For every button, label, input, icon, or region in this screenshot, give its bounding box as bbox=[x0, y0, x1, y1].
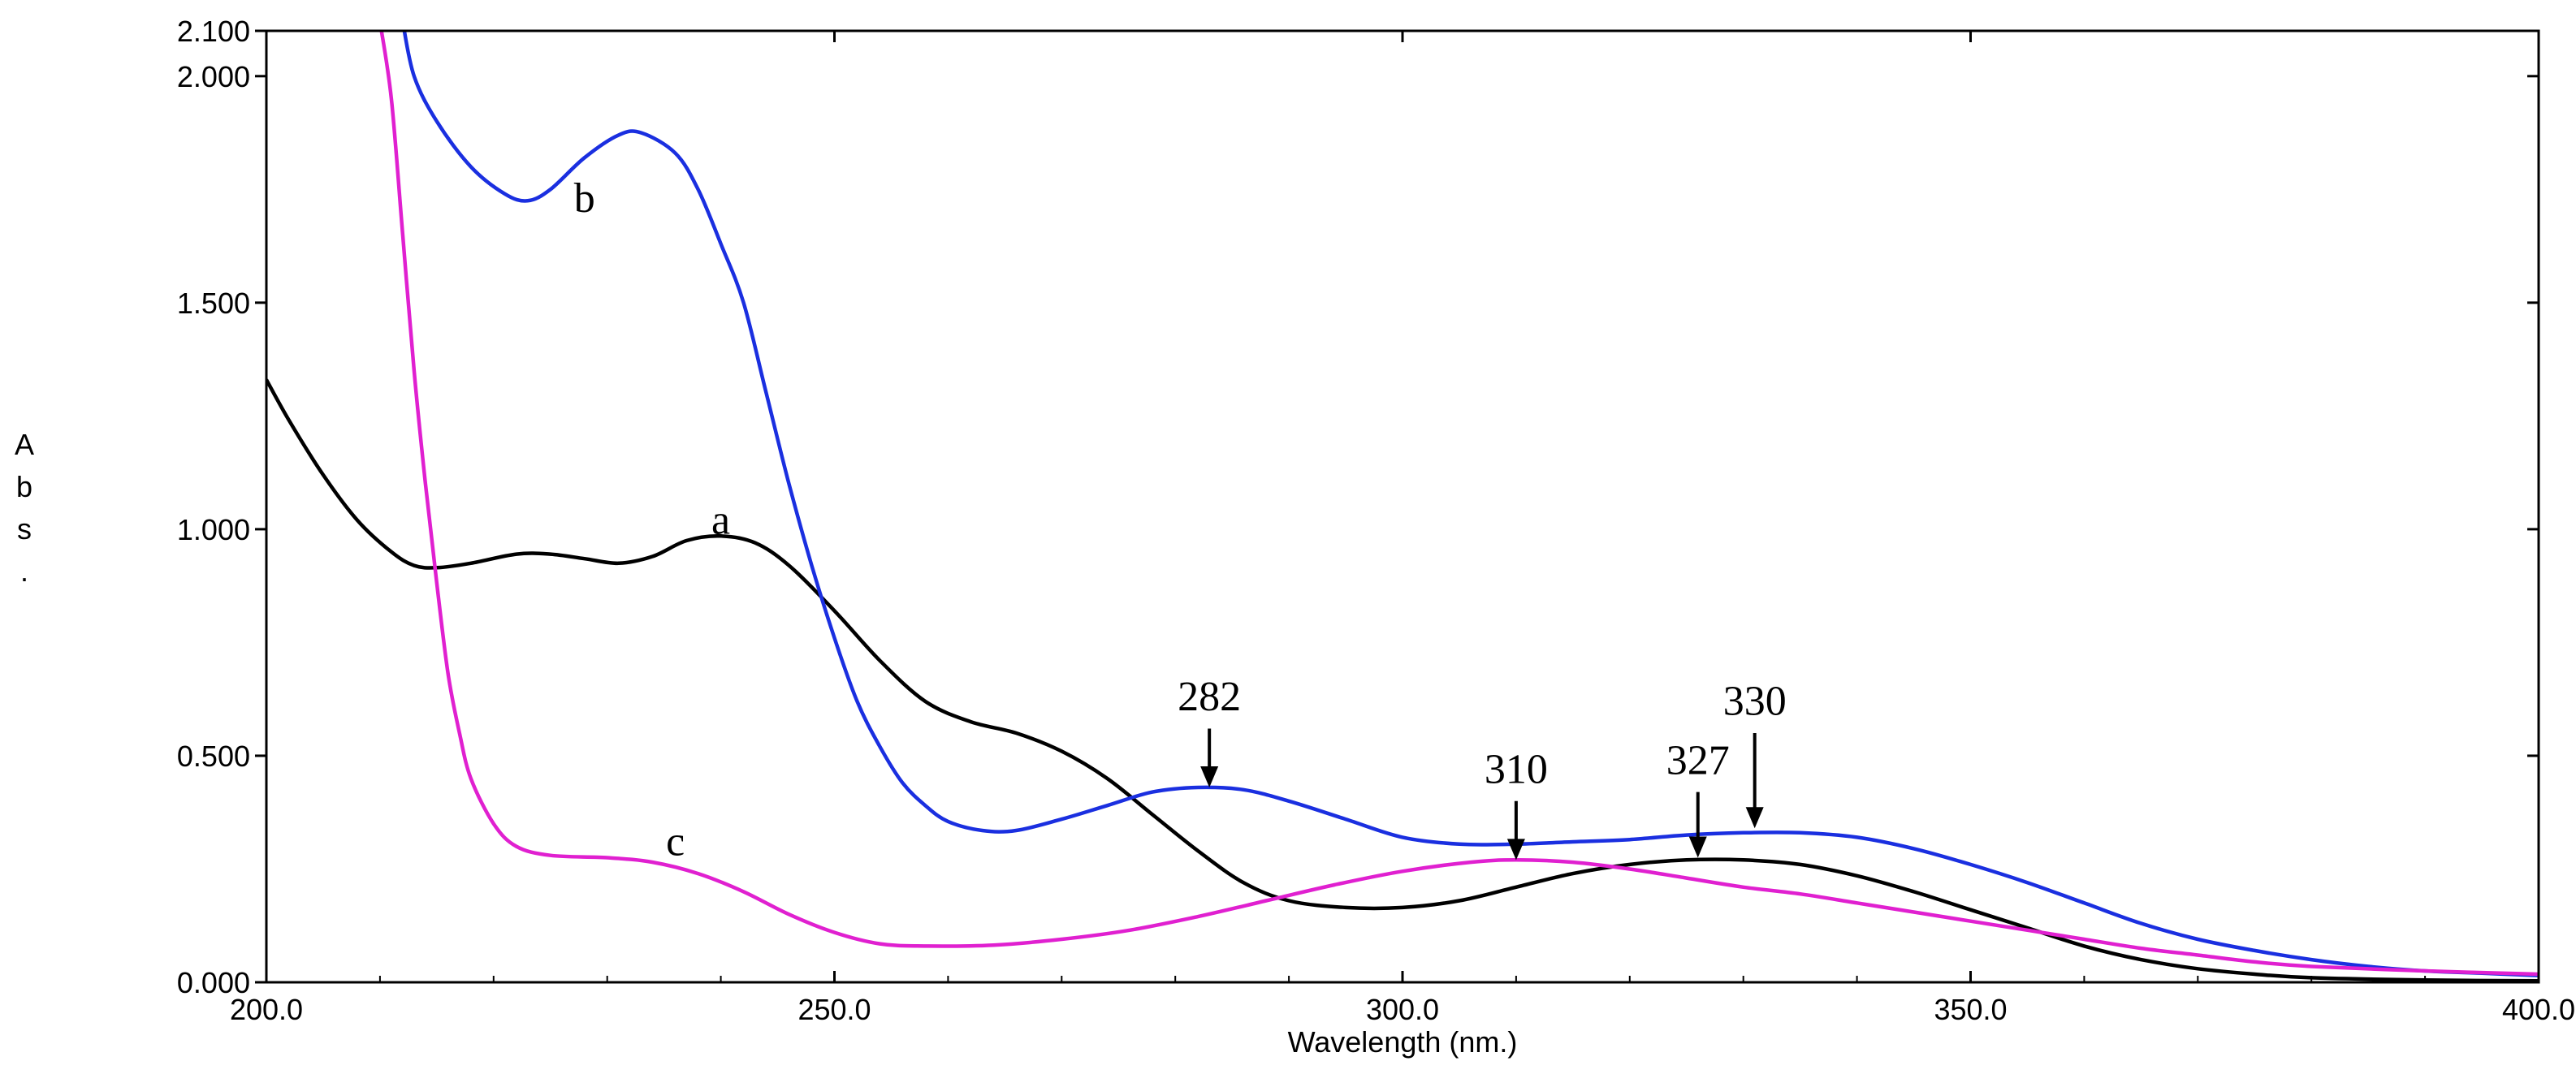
y-tick-label: 2.100 bbox=[177, 15, 250, 48]
plot-frame bbox=[265, 29, 2540, 984]
annotation-group: 282 310 327 330 bbox=[1178, 674, 1787, 861]
x-tick-label: 350.0 bbox=[1934, 993, 2007, 1026]
x-tick-label: 400.0 bbox=[2502, 993, 2575, 1026]
peak-label: 282 bbox=[1178, 674, 1241, 720]
series-group: a b c bbox=[266, 31, 2539, 982]
series-label-b: b bbox=[574, 175, 595, 222]
series-line-a bbox=[266, 378, 2539, 982]
x-tick-label: 250.0 bbox=[797, 993, 871, 1026]
y-tick-label: 1.500 bbox=[177, 287, 250, 320]
x-tick-label: 300.0 bbox=[1366, 993, 1439, 1026]
y-tick-label: 0.000 bbox=[177, 966, 250, 999]
peak-label: 330 bbox=[1723, 679, 1787, 725]
y-tick-label: 0.500 bbox=[177, 740, 250, 773]
x-tick-label: 200.0 bbox=[230, 993, 303, 1026]
peak-label: 327 bbox=[1666, 737, 1730, 783]
peak-arrow-head bbox=[1688, 836, 1707, 858]
peak-arrow-head bbox=[1200, 766, 1219, 788]
y-tick-label: 1.000 bbox=[177, 513, 250, 546]
x-axis-title: Wavelength (nm.) bbox=[1288, 1025, 1518, 1059]
peak-arrow-head bbox=[1506, 839, 1525, 861]
series-line-b bbox=[402, 31, 2539, 977]
series-line-c bbox=[379, 31, 2539, 977]
series-label-a: a bbox=[711, 497, 730, 543]
axis-group: 200.0 250.0 300.0 350.0 400.0 0.000 0.500 1.000… bbox=[15, 15, 2575, 1059]
peak-arrow-head bbox=[1745, 807, 1764, 829]
peak-label: 310 bbox=[1485, 746, 1548, 792]
series-label-c: c bbox=[666, 819, 685, 865]
y-tick-label: 2.000 bbox=[177, 60, 250, 93]
